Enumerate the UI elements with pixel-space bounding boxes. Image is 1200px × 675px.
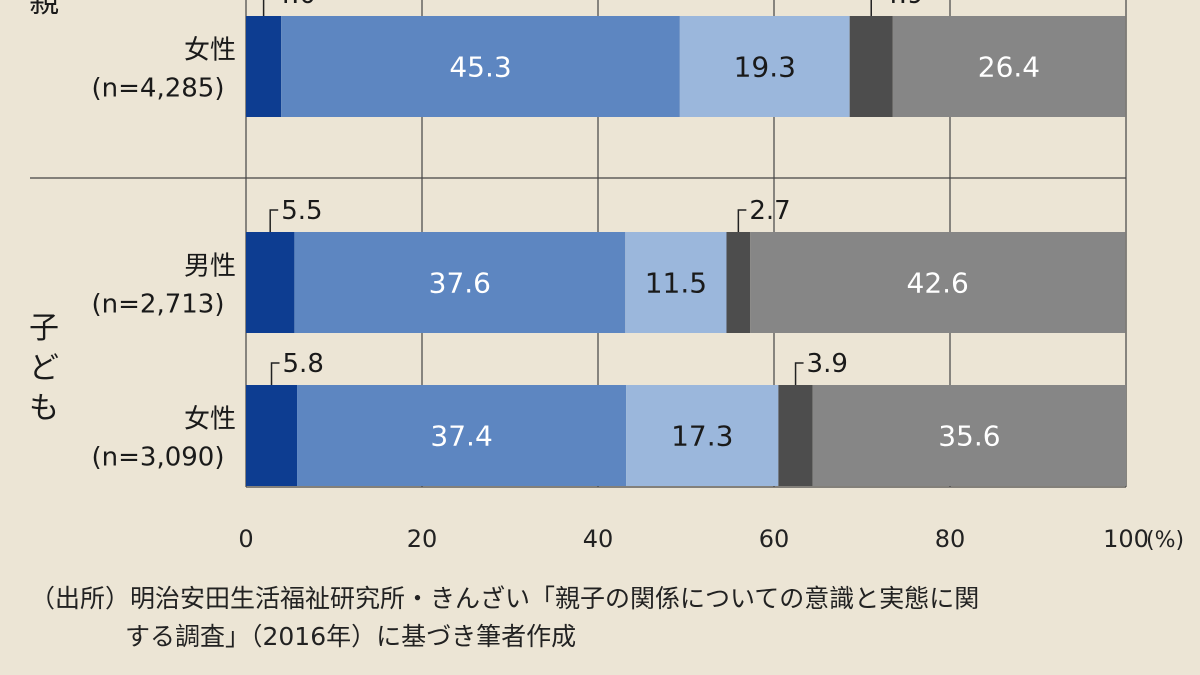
bar-segment-1-3 [726,232,751,333]
callout-leader-0-1 [870,0,872,16]
stacked-bar-chart: 0 20 40 60 80 100(%) 親女性 (n=4,285) 45.3 19.3 26.4 4… [29,0,1184,553]
x-tick-label-60: 60 [759,525,790,553]
callout-label-1-0: 5.5 [281,196,322,226]
group-label-1-char-0: 子 [29,311,59,346]
bar-segment-2-1 [297,385,627,486]
bar-segment-2-0 [246,385,298,486]
callout-leader-2-1 [794,362,804,385]
bar-segment-1-0 [246,232,295,333]
callout-label-0-1: 4.9 [882,0,923,10]
callout-label-2-0: 5.8 [283,349,324,379]
bar-segment-1-4 [750,232,1126,333]
callout-leader-1-0 [269,209,279,232]
bar-value-label-0-2: 19.3 [734,51,796,84]
source-line-1: （出所）明治安田生活福祉研究所・きんざい「親子の関係についての意識と実態に関 [30,584,980,613]
x-unit-label: (%) [1146,528,1184,553]
callout-label-1-1: 2.7 [749,196,790,226]
callout-leader-1-1 [737,209,747,232]
bar-segment-0-3 [849,16,893,117]
row-label-2: 女性 [184,405,236,435]
bar-segment-2-3 [778,385,813,486]
callout-label-0-0: 4.0 [275,0,316,10]
source-line-2: する調査」（2016年）に基づき筆者作成 [125,622,577,651]
bar-segment-2-2 [626,385,779,486]
bar-segment-0-4 [892,16,1126,117]
row-label-0: 女性 [184,36,236,66]
group-label-1-char-1: ど [29,351,59,386]
x-tick-label-40: 40 [583,525,614,553]
x-tick-label-80: 80 [935,525,966,553]
callout-leader-2-0 [270,362,280,385]
bar-value-label-2-4: 35.6 [938,420,1000,453]
bar-value-label-1-4: 42.6 [907,267,969,300]
bar-value-label-2-1: 37.4 [430,420,492,453]
bar-segment-1-1 [294,232,626,333]
row-label-1: 男性 [184,252,236,282]
row-n-label-0: (n=4,285) [92,74,225,104]
bar-value-label-0-4: 26.4 [978,51,1040,84]
bar-segment-1-2 [625,232,727,333]
row-n-label-1: (n=2,713) [92,290,225,320]
bar-segment-0-2 [679,16,850,117]
bar-value-label-0-1: 45.3 [449,51,511,84]
x-tick-label-20: 20 [407,525,438,553]
callout-leader-0-0 [262,0,265,16]
group-label-1-char-2: も [29,391,59,426]
x-tick-label-100: 100 [1103,525,1149,553]
bar-segment-0-1 [281,16,680,117]
x-tick-label-0: 0 [238,525,253,553]
bar-segment-0-0 [246,16,282,117]
group-label-0-char-0: 親 [29,0,59,20]
bar-value-label-1-2: 11.5 [645,267,707,300]
callout-label-2-1: 3.9 [807,349,848,379]
bar-value-label-1-1: 37.6 [429,267,491,300]
bar-segment-2-4 [812,385,1126,486]
source-note: （出所）明治安田生活福祉研究所・きんざい「親子の関係についての意識と実態に関 す… [30,580,1190,656]
row-n-label-2: (n=3,090) [92,443,225,473]
bar-value-label-2-2: 17.3 [671,420,733,453]
